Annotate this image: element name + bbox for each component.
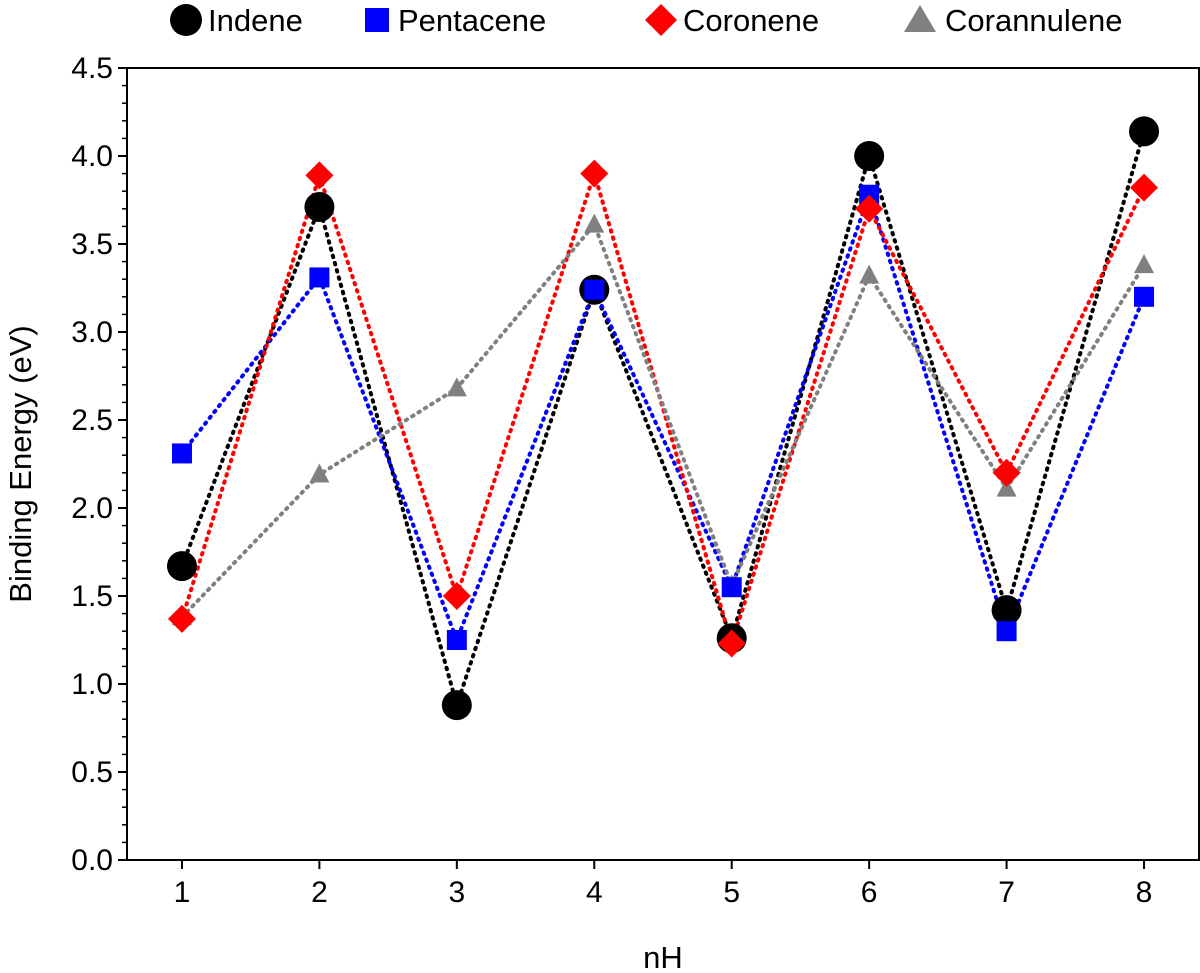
legend-label-corannulene: Corannulene	[945, 3, 1123, 38]
data-point-pentacene-5	[721, 577, 742, 598]
x-tick-label-2: 2	[311, 876, 328, 909]
data-point-corannulene-6	[859, 264, 880, 284]
legend-marker-indene	[170, 4, 202, 36]
data-point-coronene-3	[442, 582, 471, 610]
data-point-corannulene-4	[584, 213, 605, 233]
data-point-pentacene-8	[1134, 286, 1155, 307]
y-tick-label-4.5: 4.5	[71, 52, 113, 85]
data-point-corannulene-2	[309, 463, 330, 483]
data-point-indene-3	[441, 690, 472, 721]
legend-label-indene: Indene	[208, 3, 303, 38]
series-line-pentacene	[180, 192, 1146, 642]
legend-label-pentacene: Pentacene	[398, 3, 546, 38]
x-tick-label-5: 5	[723, 876, 740, 909]
data-point-pentacene-6	[859, 184, 880, 205]
data-point-indene-8	[1129, 116, 1160, 147]
data-point-coronene-2	[305, 161, 334, 190]
y-tick-label-2.5: 2.5	[71, 404, 113, 437]
x-tick-label-6: 6	[861, 876, 878, 909]
y-tick-label-3.0: 3.0	[71, 316, 113, 349]
plot-frame	[126, 67, 1200, 861]
data-point-corannulene-8	[1134, 254, 1155, 274]
data-point-coronene-1	[167, 604, 196, 633]
data-point-coronene-8	[1130, 173, 1159, 202]
data-point-pentacene-2	[309, 267, 330, 288]
data-point-coronene-5	[717, 629, 746, 658]
legend-label-coronene: Coronene	[683, 3, 819, 38]
y-tick-label-3.5: 3.5	[71, 228, 113, 261]
x-tick-label-8: 8	[1136, 876, 1153, 909]
data-point-indene-2	[304, 192, 335, 223]
data-point-pentacene-7	[996, 621, 1017, 642]
data-point-coronene-6	[855, 194, 884, 223]
legend-marker-pentacene	[365, 8, 389, 32]
y-axis-title: Binding Energy (eV)	[3, 325, 38, 602]
y-tick-label-0.5: 0.5	[71, 756, 113, 789]
series-line-indene	[180, 129, 1146, 708]
data-point-indene-6	[854, 141, 885, 171]
legend-marker-corannulene	[904, 5, 936, 32]
y-tick-label-4.0: 4.0	[71, 140, 113, 173]
data-point-coronene-4	[580, 159, 609, 188]
plot-series	[166, 116, 1160, 721]
x-tick-label-7: 7	[998, 876, 1015, 909]
x-axis-title: nH	[643, 940, 683, 973]
legend-marker-coronene	[645, 4, 677, 36]
data-point-coronene-7	[992, 458, 1021, 487]
y-tick-label-1.0: 1.0	[71, 668, 113, 701]
data-point-indene-7	[991, 595, 1022, 626]
data-point-pentacene-4	[584, 279, 605, 300]
data-point-pentacene-3	[446, 630, 467, 650]
data-point-pentacene-1	[171, 443, 192, 464]
x-tick-label-3: 3	[449, 876, 466, 909]
legend: Indene Pentacene Coronene Corannulene	[170, 3, 1123, 38]
data-point-corannulene-7	[996, 477, 1017, 497]
series-line-corannulene	[180, 222, 1146, 620]
axes: 0.0 0.5 1.0 1.5 2.0 2.5 3.0 3.5 4.0 4.5 1 2 3 4 5 6 7 8	[71, 52, 1200, 909]
y-tick-label-0.0: 0.0	[71, 844, 113, 877]
data-point-indene-1	[166, 551, 197, 582]
y-tick-label-2.0: 2.0	[71, 492, 113, 525]
series-line-coronene	[180, 171, 1146, 646]
x-tick-label-4: 4	[586, 876, 603, 909]
x-tick-label-1: 1	[174, 876, 191, 909]
y-tick-label-1.5: 1.5	[71, 580, 113, 613]
data-point-corannulene-3	[446, 377, 467, 397]
